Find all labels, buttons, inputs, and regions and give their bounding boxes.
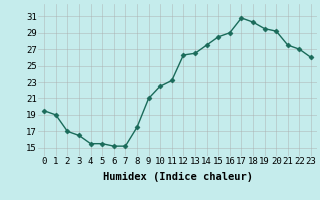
X-axis label: Humidex (Indice chaleur): Humidex (Indice chaleur) bbox=[103, 172, 252, 182]
